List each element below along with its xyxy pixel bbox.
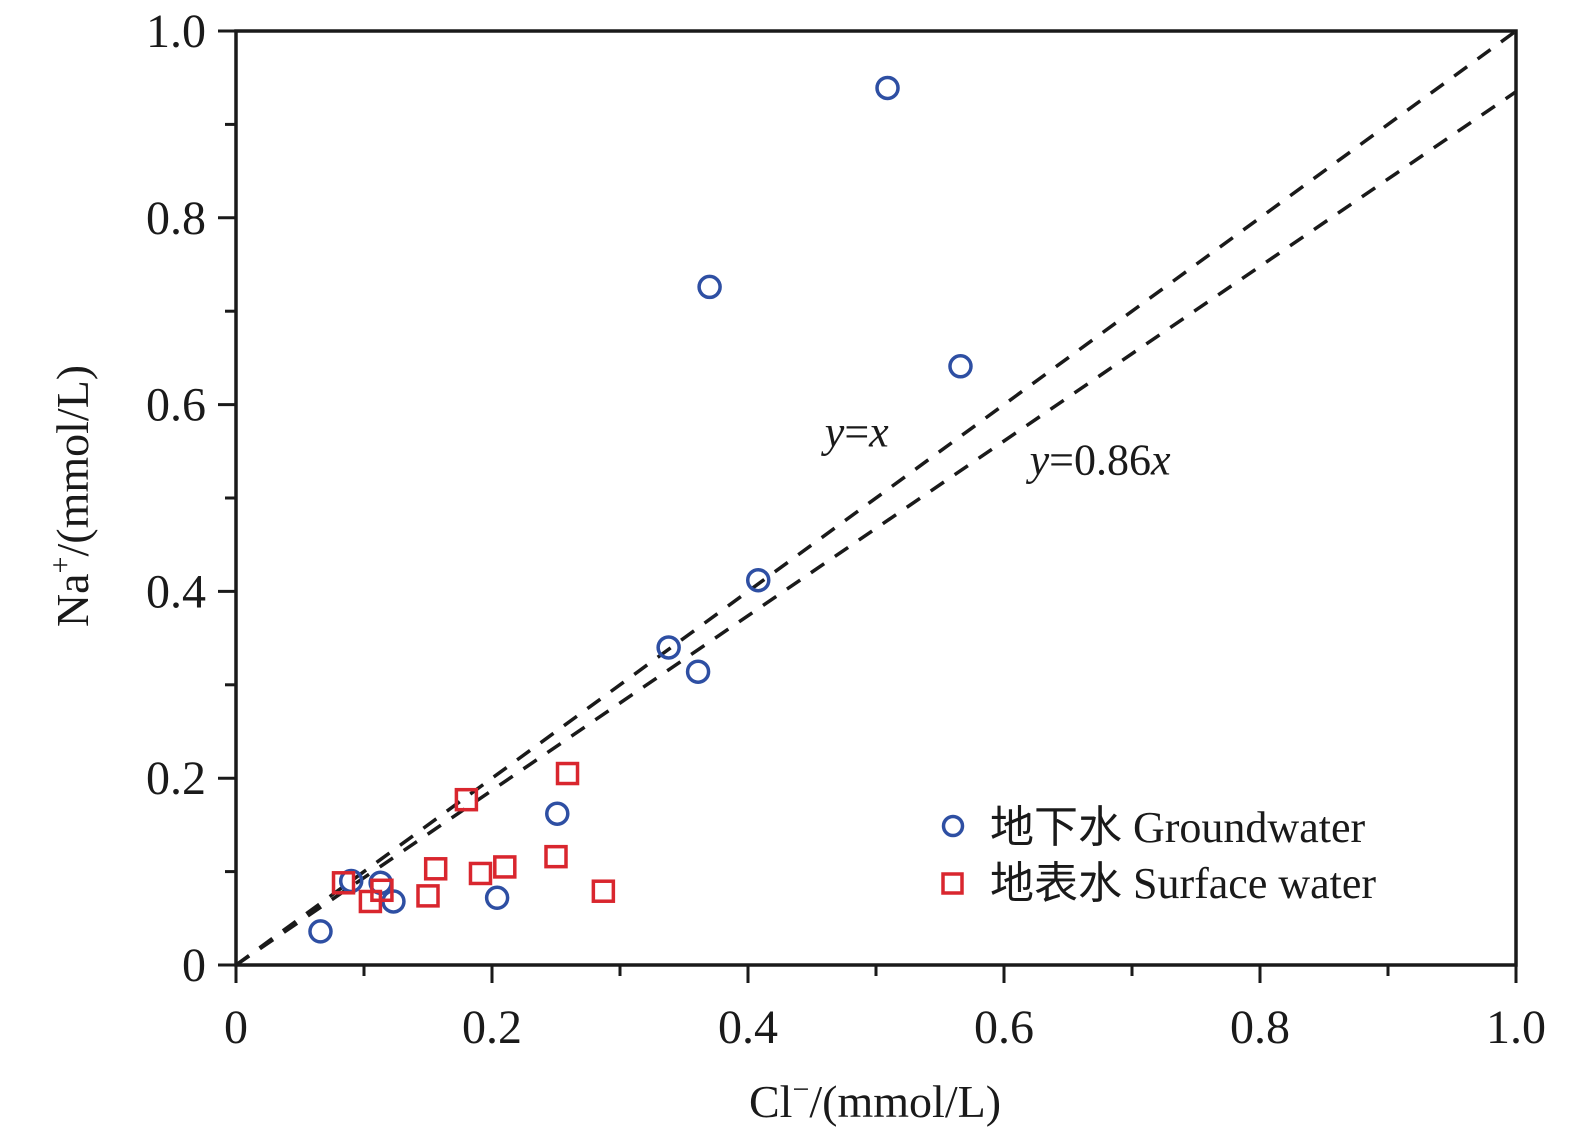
reference-line-y-equals-x xyxy=(234,29,1518,967)
annotation-y-equals-x: y=x xyxy=(821,408,889,457)
annot-eq: =0.86 xyxy=(1049,436,1151,485)
y-axis-label-base: Na xyxy=(47,573,98,627)
surface-water-point xyxy=(591,879,616,903)
annot-x: x xyxy=(1150,436,1171,485)
surface-water-point xyxy=(544,844,568,869)
x-tick-label: 0.8 xyxy=(1230,1001,1290,1054)
surface-water-point xyxy=(416,884,440,908)
axis-labels: Cl−/(mmol/L) Na+/(mmol/L) xyxy=(44,365,1001,1127)
annot-y: y xyxy=(821,408,845,457)
y-axis-label-sup: + xyxy=(44,557,77,574)
series-groundwater xyxy=(308,75,973,944)
groundwater-point xyxy=(308,919,333,944)
y-axis-label-rest: /(mmol/L) xyxy=(47,365,98,557)
surface-water-point xyxy=(493,855,517,879)
x-axis-label-base: Cl xyxy=(749,1076,792,1127)
surface-water-point xyxy=(370,878,394,903)
groundwater-point xyxy=(656,635,681,660)
reference-line-y-equals-086x xyxy=(235,90,1517,967)
groundwater-point xyxy=(875,75,900,101)
series-surface-water xyxy=(331,761,616,914)
y-axis-label: Na+/(mmol/L) xyxy=(44,365,98,627)
groundwater-point xyxy=(697,274,722,300)
x-axis-label: Cl−/(mmol/L) xyxy=(749,1073,1001,1127)
reference-lines xyxy=(234,29,1518,967)
y-tick-label: 0.2 xyxy=(146,752,206,805)
surface-water-point xyxy=(331,871,356,895)
annot-x: x xyxy=(868,408,889,457)
groundwater-point xyxy=(948,354,973,379)
surface-water-point xyxy=(555,761,580,786)
annot-y: y xyxy=(1026,436,1050,485)
annotations: y=x y=0.86x xyxy=(821,408,1171,485)
x-axis-label-sup: − xyxy=(792,1073,809,1106)
y-tick-label: 0 xyxy=(182,939,206,992)
y-tick-label: 0.6 xyxy=(146,379,206,432)
groundwater-point xyxy=(685,659,711,684)
legend-marker-surface-water xyxy=(941,872,964,895)
groundwater-point xyxy=(745,567,771,593)
legend-marker-groundwater xyxy=(941,814,965,838)
surface-water-point xyxy=(454,787,479,812)
legend: 地下水 Groundwater 地表水 Surface water xyxy=(941,803,1376,908)
surface-water-point xyxy=(423,857,448,881)
y-tick-label: 1.0 xyxy=(146,5,206,58)
y-tick-label: 0.4 xyxy=(146,565,206,618)
x-tick-label: 0 xyxy=(224,1001,248,1054)
annotation-y-equals-086x: y=0.86x xyxy=(1026,436,1171,485)
groundwater-point xyxy=(545,801,570,826)
x-tick-label: 0.6 xyxy=(974,1001,1034,1054)
x-tick-label: 1.0 xyxy=(1486,1001,1546,1054)
x-tick-label: 0.2 xyxy=(462,1001,522,1054)
data-points xyxy=(308,75,973,944)
surface-water-point xyxy=(468,861,493,886)
legend-label-groundwater: 地下水 Groundwater xyxy=(990,803,1365,852)
legend-label-surface-water: 地表水 Surface water xyxy=(990,859,1376,908)
x-axis-label-rest: /(mmol/L) xyxy=(809,1076,1001,1127)
axes: 0 0.2 0.4 0.6 0.8 1.0 0 0.2 0.4 0.6 0.8 1.0 xyxy=(146,5,1546,1054)
annot-eq: = xyxy=(844,408,869,457)
x-tick-label: 0.4 xyxy=(718,1001,778,1054)
groundwater-point xyxy=(484,885,510,911)
y-tick-label: 0.8 xyxy=(146,192,206,245)
